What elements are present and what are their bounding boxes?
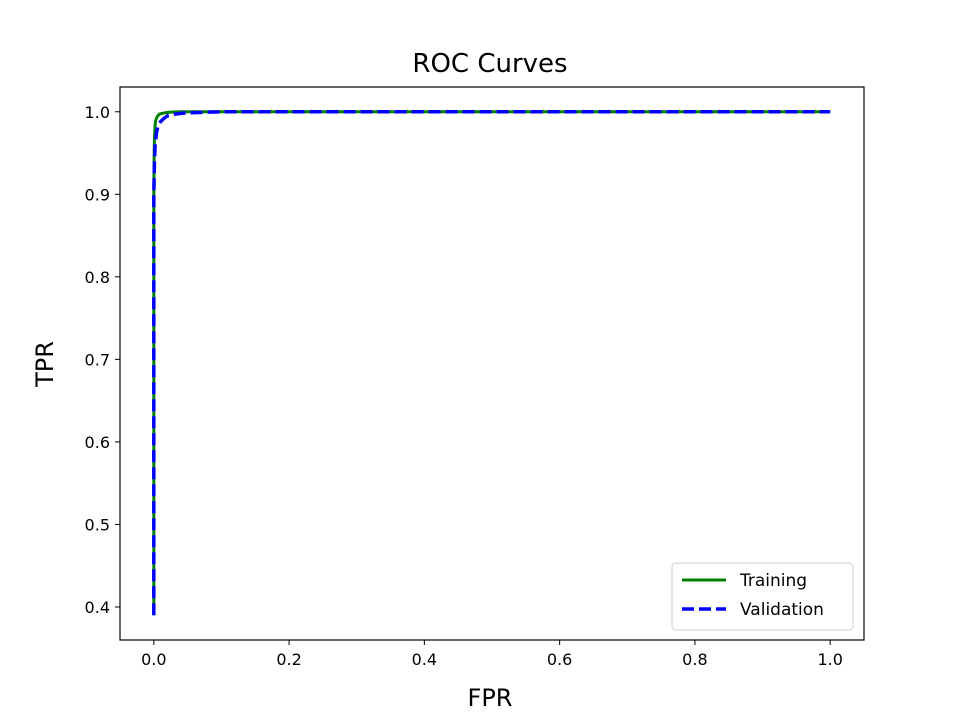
y-axis-label: TPR bbox=[31, 341, 59, 388]
x-tick-label: 0.6 bbox=[547, 650, 572, 669]
plot-frame bbox=[119, 86, 865, 641]
x-axis-label: FPR bbox=[468, 684, 513, 712]
legend-label-training: Training bbox=[739, 571, 807, 591]
x-tick-label: 0.0 bbox=[141, 650, 166, 669]
x-tick-label: 0.4 bbox=[412, 650, 437, 669]
x-tick-label: 0.8 bbox=[682, 650, 707, 669]
legend-label-validation: Validation bbox=[740, 600, 824, 620]
y-tick-label: 0.5 bbox=[85, 515, 110, 534]
y-tick-label: 1.0 bbox=[85, 103, 110, 122]
x-axis-ticks: 0.0 0.2 0.4 0.6 0.8 1.0 bbox=[141, 640, 843, 669]
y-tick-label: 0.8 bbox=[85, 268, 110, 287]
plot-lines bbox=[152, 110, 831, 616]
y-tick-label: 0.4 bbox=[85, 598, 110, 617]
x-tick-label: 0.2 bbox=[276, 650, 301, 669]
y-tick-label: 0.9 bbox=[85, 185, 110, 204]
y-tick-label: 0.7 bbox=[85, 350, 110, 369]
chart-title: ROC Curves bbox=[412, 49, 567, 79]
y-tick-label: 0.6 bbox=[85, 433, 110, 452]
series-line-validation bbox=[152, 110, 831, 616]
x-tick-label: 1.0 bbox=[817, 650, 842, 669]
y-axis-ticks: 0.4 0.5 0.6 0.7 0.8 0.9 1.0 bbox=[85, 103, 120, 617]
legend: Training Validation bbox=[671, 562, 854, 631]
series-line-training bbox=[152, 110, 831, 616]
